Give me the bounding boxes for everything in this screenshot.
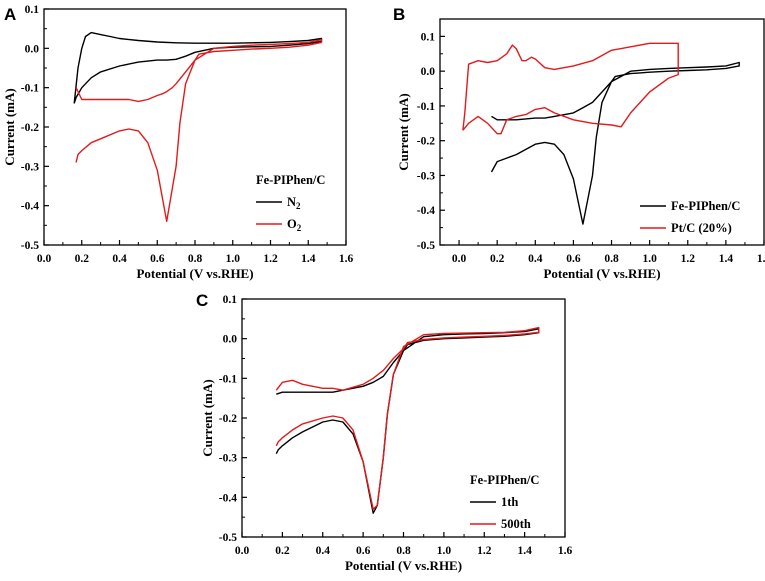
x-tick-label: 0.0 <box>37 253 52 265</box>
y-tick-label: -0.2 <box>219 413 237 425</box>
legend-label: Pt/C (20%) <box>671 221 732 235</box>
legend-label: Fe-PIPhen/C <box>671 199 740 213</box>
x-tick-label: 0.4 <box>112 253 127 265</box>
legend-label: 1th <box>501 495 518 509</box>
legend-label: 500th <box>501 517 531 531</box>
x-tick-label: 1.4 <box>301 253 316 265</box>
y-tick-label: 0.1 <box>25 4 40 16</box>
series-line-1 <box>75 39 323 223</box>
y-tick-label: 0.1 <box>223 294 238 306</box>
legend-title: Fe-PIPhen/C <box>256 173 325 187</box>
x-tick-label: 1.2 <box>263 253 278 265</box>
panel-letter: B <box>393 5 405 24</box>
panel-b: B 0.0 0.2 0.4 0.6 0.8 1.0 1.2 1.4 1.6 -0.5 -0.4 -0.3… <box>393 5 765 281</box>
x-tick-label: 0.8 <box>396 545 411 557</box>
x-tick-label: 0.2 <box>75 253 90 265</box>
y-tick-label: -0.4 <box>219 492 237 504</box>
x-tick-label: 0.6 <box>150 253 165 265</box>
legend-label: N2 <box>287 195 301 211</box>
y-tick-label: -0.3 <box>21 161 39 173</box>
y-axis-label: Current (mA) <box>396 93 411 170</box>
plot-frame <box>439 18 765 246</box>
x-tick-label: 0.6 <box>356 545 371 557</box>
x-tick-label: 1.2 <box>477 545 492 557</box>
x-tick-label: 0.8 <box>604 253 619 265</box>
panel-c: C 0.0 0.2 0.4 0.6 0.8 1.0 1.2 1.4 1.6 -0.5 -0.4 -0.3… <box>196 291 572 573</box>
series-line-0 <box>490 61 740 225</box>
y-tick-label: -0.1 <box>219 373 237 385</box>
x-tick-label: 0.4 <box>528 253 543 265</box>
legend-title: Fe-PIPhen/C <box>470 473 539 487</box>
y-tick-label: -0.1 <box>417 101 435 113</box>
x-tick-label: 0.0 <box>235 545 250 557</box>
y-tick-label: 0.0 <box>25 43 40 55</box>
y-tick-label: -0.3 <box>219 453 237 465</box>
x-tick-label: 1.6 <box>339 253 354 265</box>
panel-a: A 0.0 0.2 0.4 0.6 0.8 1.0 1.2 1.4 1.6 -0.5 -0.4 -0.3… <box>2 4 353 281</box>
x-tick-label: 0.2 <box>275 545 290 557</box>
y-tick-label: -0.2 <box>417 136 435 148</box>
panel-letter: C <box>196 291 208 310</box>
x-tick-label: 1.4 <box>517 545 532 557</box>
panel-letter: A <box>4 5 16 24</box>
x-tick-label: 0.8 <box>188 253 203 265</box>
x-axis-label: Potential (V vs.RHE) <box>345 558 462 573</box>
y-tick-label: 0.1 <box>421 31 436 43</box>
y-tick-label: 0.0 <box>223 334 238 346</box>
y-tick-label: -0.5 <box>219 532 237 544</box>
x-tick-label: 1.0 <box>642 253 657 265</box>
x-tick-label: 0.2 <box>490 253 505 265</box>
y-axis-label: Current (mA) <box>200 379 215 456</box>
y-tick-label: 0.0 <box>421 66 436 78</box>
series-line-0 <box>275 328 540 514</box>
x-tick-label: 0.0 <box>452 253 467 265</box>
x-tick-label: 0.4 <box>316 545 331 557</box>
x-tick-label: 1.4 <box>719 253 734 265</box>
y-axis-label: Current (mA) <box>2 88 17 165</box>
x-axis-label: Potential (V vs.RHE) <box>136 266 253 281</box>
legend-label: O2 <box>287 217 302 233</box>
x-tick-label: 1.0 <box>437 545 452 557</box>
series-line-1 <box>275 326 540 510</box>
x-tick-label: 1.6 <box>757 253 765 265</box>
x-axis-label: Potential (V vs.RHE) <box>543 266 660 281</box>
x-tick-label: 1.2 <box>681 253 696 265</box>
x-tick-label: 1.0 <box>226 253 241 265</box>
y-tick-label: -0.5 <box>417 240 435 252</box>
y-tick-label: -0.5 <box>21 240 39 252</box>
x-tick-label: 1.6 <box>558 545 573 557</box>
series-line-1 <box>462 42 679 135</box>
y-tick-label: -0.4 <box>21 201 39 213</box>
y-tick-label: -0.2 <box>21 122 39 134</box>
y-tick-label: -0.1 <box>21 83 39 95</box>
y-tick-label: -0.3 <box>417 170 435 182</box>
y-tick-label: -0.4 <box>417 205 435 217</box>
x-tick-label: 0.6 <box>566 253 581 265</box>
